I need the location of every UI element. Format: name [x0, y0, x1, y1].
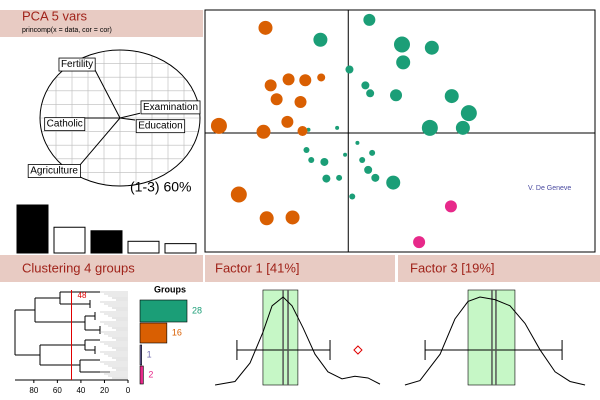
title: Clustering 4 groups — [22, 260, 135, 275]
point — [455, 120, 470, 135]
loading-arrow — [119, 117, 136, 121]
eigen-bar — [164, 243, 197, 254]
eigen-bar — [90, 230, 123, 254]
group-bar — [139, 365, 144, 385]
variable-label: Examination — [143, 102, 198, 113]
group-count: 1 — [147, 349, 152, 359]
point — [421, 119, 438, 136]
cut-label: 48 — [78, 291, 87, 300]
point — [270, 93, 283, 106]
point — [230, 186, 247, 203]
point — [361, 81, 370, 90]
point — [335, 125, 340, 130]
title: Factor 1 [41%] — [215, 260, 300, 275]
point — [364, 165, 373, 174]
point — [424, 40, 439, 55]
point — [281, 115, 294, 128]
iqr-box — [262, 289, 299, 386]
subtitle: princomp(x = data, cor = cor) — [22, 27, 112, 34]
loading-arrow — [119, 112, 141, 119]
point — [336, 174, 343, 181]
point — [371, 173, 380, 182]
point — [294, 96, 307, 109]
loading-arrow — [79, 117, 121, 166]
x-tick-label: 0 — [126, 386, 131, 395]
eigen-bar — [16, 204, 49, 254]
point — [386, 175, 401, 190]
point — [303, 147, 310, 154]
point — [359, 156, 366, 163]
point — [444, 89, 459, 104]
group-bar — [139, 344, 142, 366]
label-box — [27, 164, 81, 178]
dendrogram — [14, 291, 110, 373]
groups-title: Groups — [154, 284, 186, 294]
title: Factor 3 [19%] — [410, 260, 495, 275]
group-count: 2 — [148, 369, 153, 379]
point — [264, 79, 277, 92]
point — [258, 20, 273, 35]
eigen-bar — [127, 240, 160, 254]
title-bar — [0, 10, 203, 37]
group-count: 28 — [192, 305, 202, 315]
point — [390, 89, 403, 102]
point — [393, 36, 410, 53]
point — [413, 236, 426, 249]
x-tick-label: 80 — [29, 386, 38, 395]
annotation: V. De Geneve — [528, 185, 571, 192]
variable-label: Catholic — [47, 119, 83, 130]
loading-arrow — [94, 70, 121, 119]
point — [444, 200, 457, 213]
point — [282, 73, 295, 86]
variable-label: Fertility — [61, 59, 93, 70]
point — [320, 157, 329, 166]
title-bar — [205, 255, 395, 282]
group-count: 16 — [172, 327, 182, 337]
point — [369, 149, 376, 156]
point — [363, 13, 376, 26]
point — [322, 174, 331, 183]
density-curve — [404, 296, 586, 386]
label-box — [58, 57, 96, 72]
correlation-circle — [39, 49, 201, 187]
point — [259, 211, 274, 226]
point — [313, 32, 328, 47]
title-bar — [398, 255, 600, 282]
point — [355, 140, 360, 145]
eigen-bar — [53, 226, 86, 254]
point — [308, 156, 315, 163]
point — [460, 105, 477, 122]
title-bar — [0, 255, 203, 282]
point — [256, 124, 271, 139]
point — [343, 152, 348, 157]
scatter-frame — [204, 9, 596, 253]
label-box — [44, 117, 86, 132]
point — [299, 74, 312, 87]
label-box — [140, 100, 201, 115]
group-bar — [139, 299, 188, 323]
point — [396, 55, 411, 70]
title: PCA 5 vars — [22, 8, 88, 23]
point — [349, 193, 356, 200]
x-tick-label: 20 — [100, 386, 109, 395]
label-box — [135, 119, 186, 134]
outlier — [353, 345, 363, 355]
point — [210, 117, 227, 134]
annotation: (1-3) 60% — [130, 179, 191, 195]
variable-label: Agriculture — [30, 166, 78, 177]
x-tick-label: 40 — [76, 386, 85, 395]
density-curve — [214, 296, 381, 386]
group-bar — [139, 322, 168, 344]
point — [345, 65, 354, 74]
x-tick-label: 60 — [53, 386, 62, 395]
point — [285, 210, 300, 225]
point — [366, 89, 375, 98]
variable-label: Education — [138, 121, 182, 132]
point — [317, 73, 326, 82]
point — [297, 126, 308, 136]
